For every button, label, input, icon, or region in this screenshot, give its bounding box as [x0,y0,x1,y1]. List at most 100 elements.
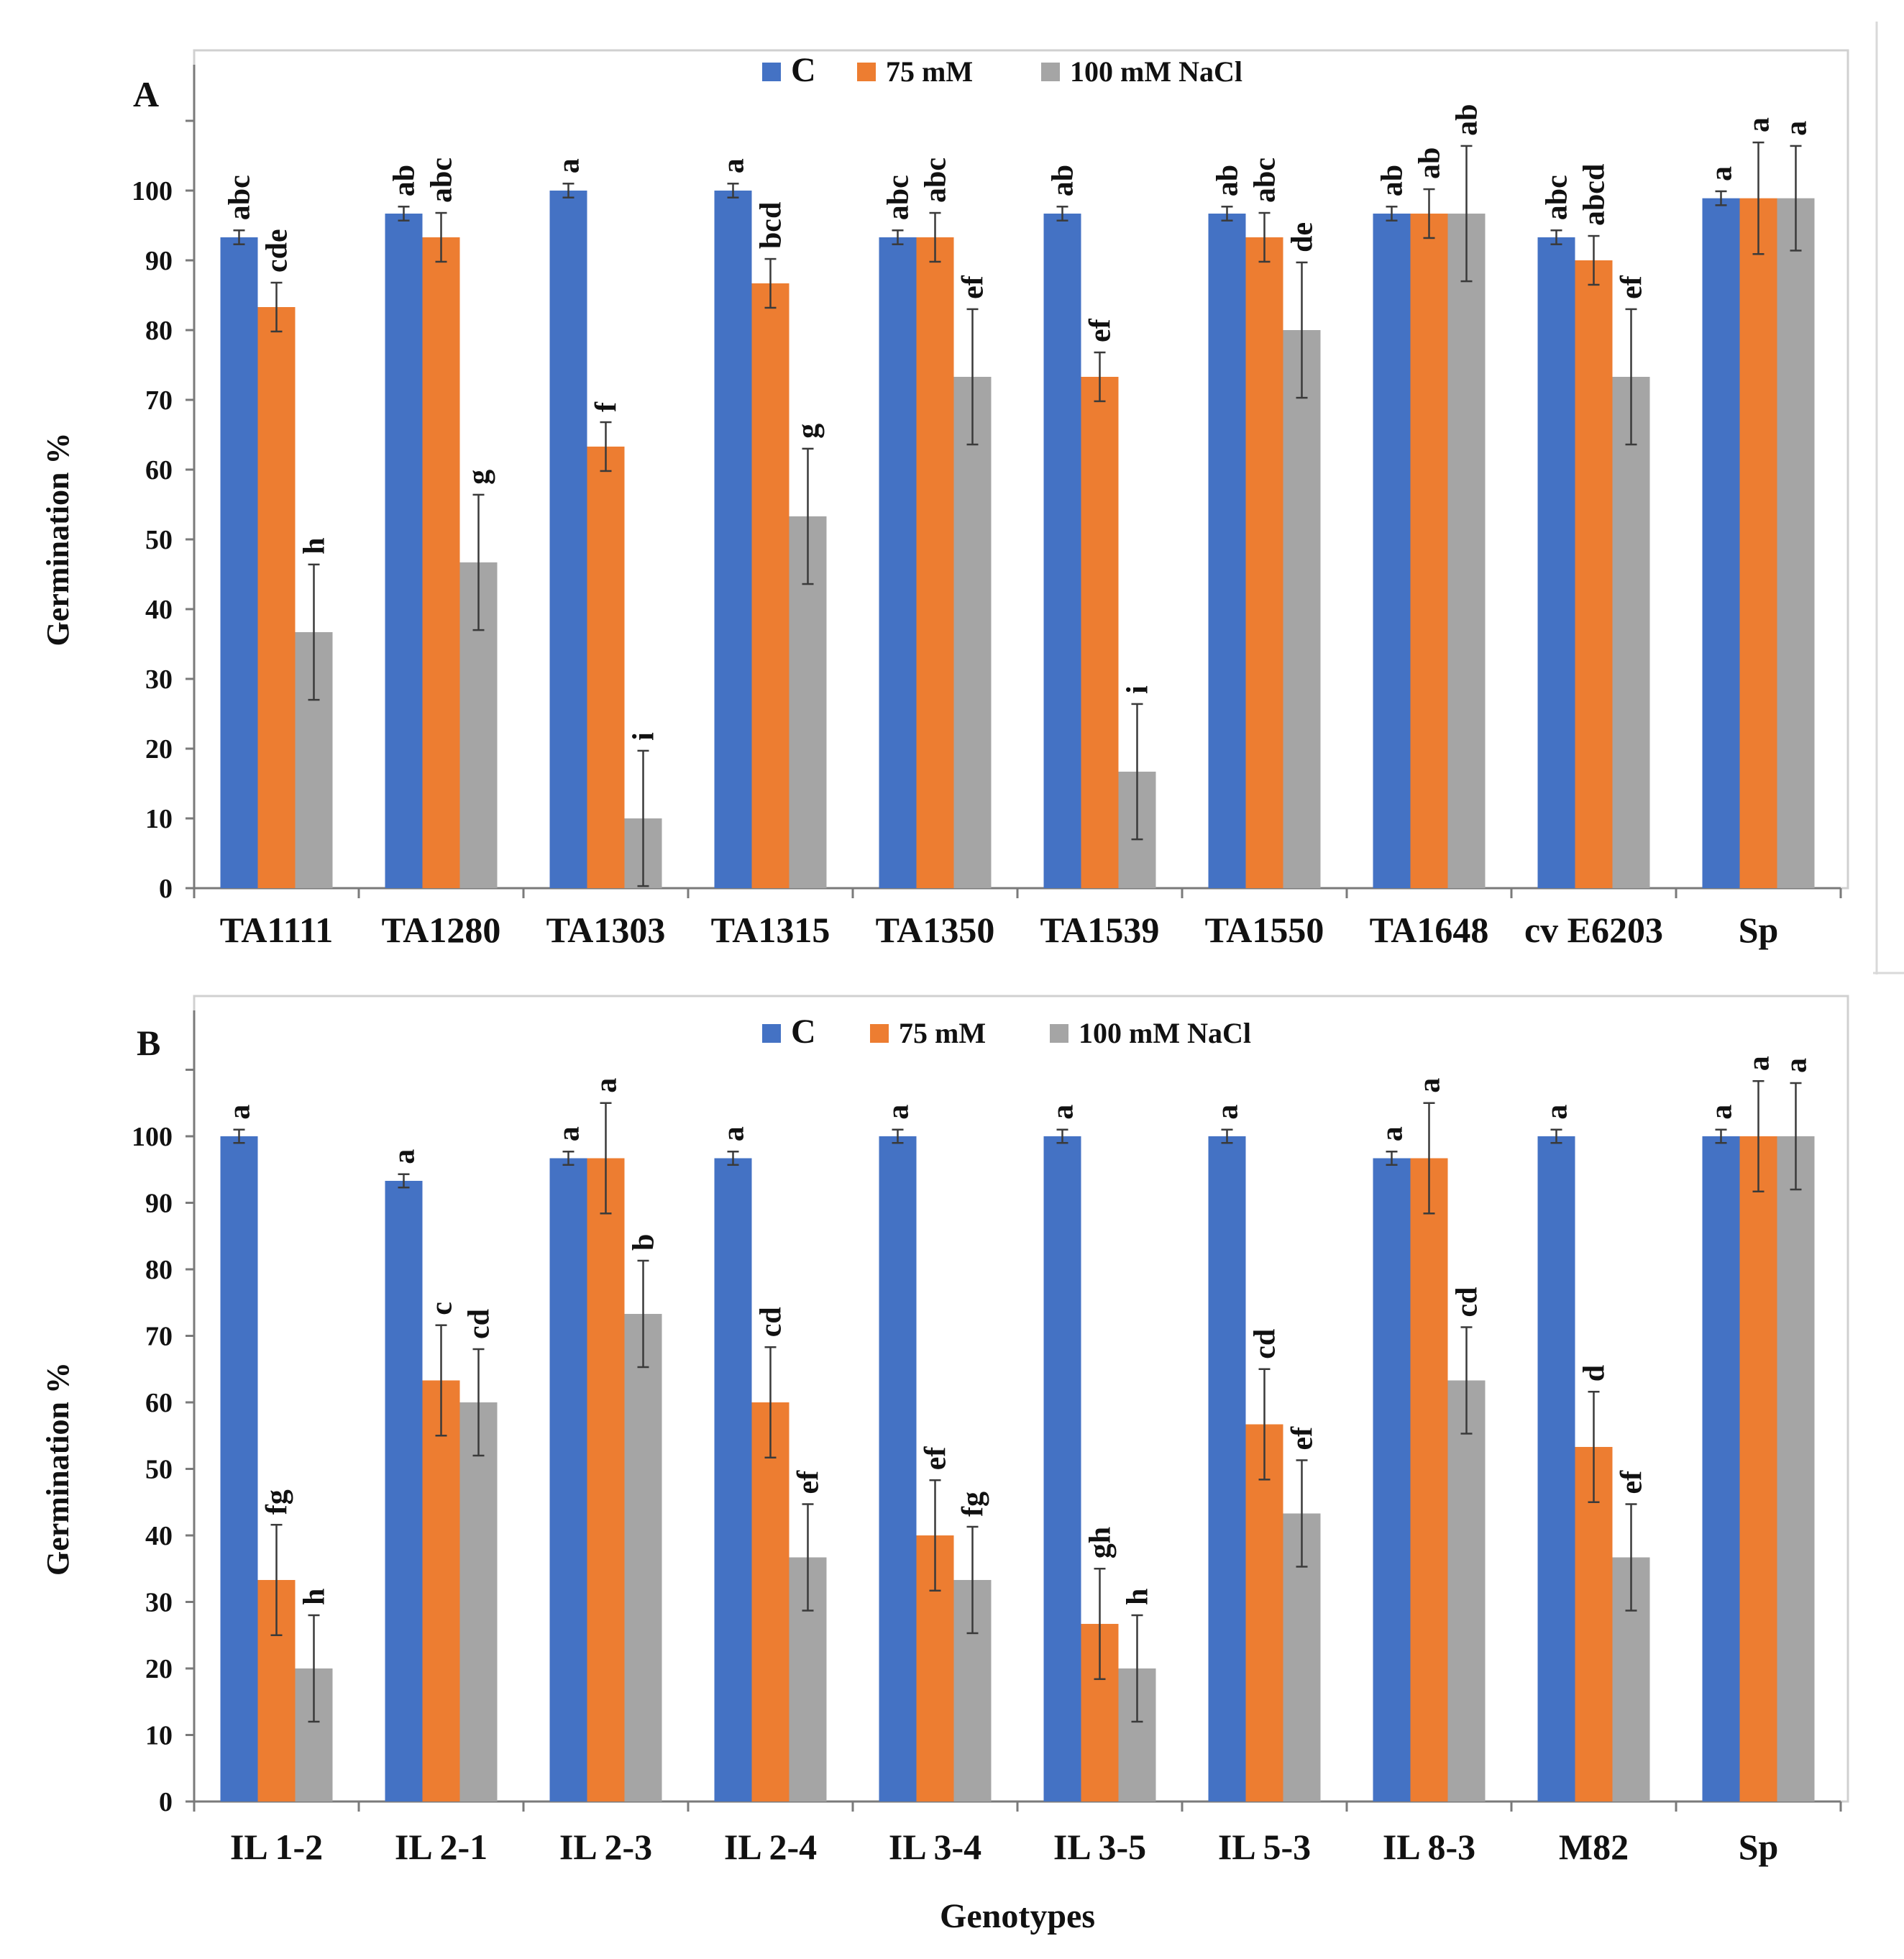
significance-letter: a [1780,121,1813,136]
significance-letter: abc [1249,157,1282,203]
significance-letter: b [628,1234,661,1251]
x-tick-label: IL 2-4 [724,1827,817,1867]
bar-75-mm-8 [1575,260,1613,888]
x-tick-label: IL 2-3 [559,1827,652,1867]
significance-letter: fg [261,1489,294,1515]
legend-label: 100 mM NaCl [1070,55,1242,88]
significance-letter: bcd [755,202,788,249]
bar-c-1 [385,214,423,888]
significance-letter: ab [1451,104,1484,136]
bar-75-mm-7 [1410,214,1448,888]
chart-panel-a: A C 75 mM 100 mM NaCl 0 10 20 30 40 50 60 70 80 90 100… [40,49,1849,950]
significance-letter: cde [261,229,294,273]
y-tick-label: 60 [145,455,173,485]
significance-letter: de [1286,222,1319,252]
x-tick-label: TA1303 [546,910,666,950]
bar-100-mm-nacl-4 [953,376,992,888]
y-tick-label: 0 [159,1787,173,1817]
bar-c-1 [385,1180,423,1802]
legend: C 75 mM 100 mM NaCl [762,51,1242,89]
y-tick-label: 80 [145,1255,173,1285]
significance-letter: i [1122,685,1155,694]
bar-75-mm-6 [1245,237,1283,888]
x-tick-label: M82 [1559,1827,1629,1867]
x-tick-label: IL 5-3 [1218,1827,1311,1867]
bar-100-mm-nacl-2 [624,1313,662,1802]
y-tick-label: 0 [159,874,173,904]
significance-letter: h [298,1589,331,1605]
x-tick-label: Sp [1739,1827,1779,1867]
significance-letter: a [882,1105,915,1120]
bar-75-mm-4 [916,237,954,888]
bar-c-7 [1373,1158,1411,1802]
significance-letter: ab [388,165,421,196]
legend-label: C [791,51,816,89]
bar-75-mm-7 [1410,1158,1448,1802]
bar-c-6 [1208,214,1246,888]
bar-100-mm-nacl-9 [1777,1136,1815,1802]
legend-label: C [791,1013,816,1051]
significance-letter: a [1743,117,1776,132]
significance-letter: a [1706,1105,1739,1120]
y-tick-label: 50 [145,1455,173,1485]
x-axis-label: Genotypes [940,1897,1095,1935]
bar-75-mm-1 [422,237,460,888]
significance-letter: a [718,158,751,173]
significance-letter: a [1780,1058,1813,1073]
x-tick-label: IL 8-3 [1383,1827,1475,1867]
x-tick-label: TA1648 [1370,910,1489,950]
significance-letter: ef [957,275,990,299]
y-tick-label: 80 [145,316,173,346]
significance-letter: cd [463,1309,496,1339]
x-tick-label: TA1315 [711,910,830,950]
significance-letter: cd [1249,1329,1282,1359]
bar-75-mm-0 [257,306,296,888]
y-tick-label: 90 [145,246,173,276]
bar-75-mm-5 [1081,376,1119,888]
significance-letter: a [1414,1078,1447,1093]
significance-letter: a [1706,166,1739,181]
bar-c-0 [220,237,258,888]
y-tick-label: 40 [145,595,173,625]
bar-75-mm-6 [1245,1424,1283,1802]
significance-letter: c [426,1302,459,1315]
bar-c-4 [879,237,917,888]
y-axis-label: Germination % [40,1362,75,1576]
bar-c-3 [714,191,752,888]
significance-letter: a [1376,1126,1409,1141]
x-tick-label: TA1550 [1205,910,1324,950]
significance-letter: ef [1084,318,1117,342]
y-tick-label: 90 [145,1189,173,1219]
bar-75-mm-2 [587,446,625,888]
legend-swatch [857,63,876,81]
significance-letter: h [1122,1589,1155,1605]
x-tick-label: cv E6203 [1524,910,1663,950]
bar-c-5 [1043,1136,1081,1802]
significance-letter: abcd [1578,164,1611,226]
bar-c-4 [879,1136,917,1802]
significance-letter: ab [1047,165,1080,196]
bar-75-mm-9 [1739,1136,1777,1802]
legend-swatch [1050,1024,1068,1043]
significance-letter: abc [920,157,953,203]
significance-letter: abc [426,157,459,203]
bar-c-2 [549,1158,587,1802]
significance-letter: ab [1414,147,1447,179]
significance-letter: a [553,1126,586,1141]
x-tick-label: IL 2-1 [395,1827,488,1867]
bar-100-mm-nacl-6 [1283,330,1321,888]
y-tick-label: 100 [132,1122,173,1152]
legend-swatch [870,1024,889,1043]
bar-75-mm-3 [751,1402,789,1802]
y-tick-label: 50 [145,525,173,555]
significance-letter: a [224,1105,257,1120]
bar-c-6 [1208,1136,1246,1802]
bar-c-8 [1537,237,1575,888]
x-tick-label: TA1111 [220,910,333,950]
significance-letter: a [1541,1105,1574,1120]
significance-letter: gh [1084,1527,1117,1558]
significance-letter: f [590,401,623,412]
significance-letter: abc [224,175,257,220]
bar-75-mm-2 [587,1158,625,1802]
bar-c-9 [1702,1136,1740,1802]
